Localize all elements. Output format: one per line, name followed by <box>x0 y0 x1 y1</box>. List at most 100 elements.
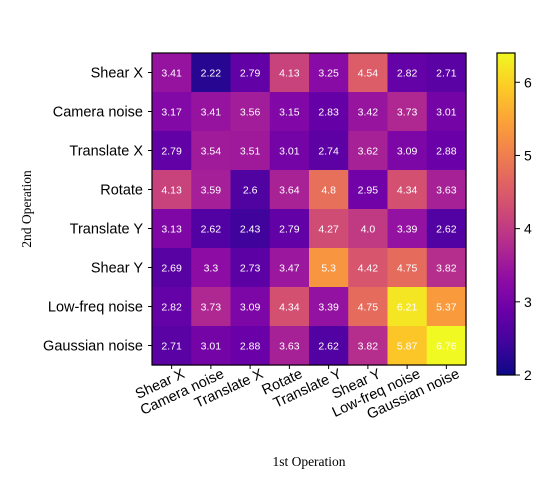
cell-value-label: 2.62 <box>318 341 339 353</box>
heatmap-cell <box>387 92 428 132</box>
heatmap-cell <box>269 170 310 210</box>
cell-value-label: 3.39 <box>318 302 339 314</box>
cell-value-label: 5.87 <box>397 341 418 353</box>
heatmap-cell <box>269 326 310 366</box>
heatmap-cell <box>191 326 232 366</box>
cell-value-label: 3.17 <box>161 107 182 119</box>
heatmap-cell <box>269 53 310 93</box>
y-tick-label: Translate Y <box>70 222 144 238</box>
cell-value-label: 4.13 <box>161 185 182 197</box>
plot-frame <box>151 52 467 366</box>
heatmap-cell <box>387 131 428 171</box>
cell-value-label: 5.37 <box>436 302 457 314</box>
y-tick-label: Camera noise <box>53 105 143 121</box>
colorbar: 2 3 4 5 6 <box>496 52 532 383</box>
cell-value-label: 3.39 <box>397 224 418 236</box>
cell-value-label: 4.75 <box>397 263 418 275</box>
cell-value-label: 3.51 <box>240 146 261 158</box>
heatmap-cell <box>230 92 271 132</box>
cell-value-label: 2.88 <box>240 341 261 353</box>
heatmap-cell <box>269 248 310 288</box>
heatmap-cell <box>387 287 428 327</box>
cell-value-label: 4.0 <box>361 224 376 236</box>
heatmap-cell <box>309 92 349 132</box>
heatmap-cell <box>348 92 389 132</box>
cell-value-label: 3.09 <box>397 146 418 158</box>
cell-value-label: 4.27 <box>318 224 339 236</box>
y-tick-label: Translate X <box>69 144 143 160</box>
cell-value-label: 3.01 <box>279 146 300 158</box>
heatmap-cell <box>387 209 428 249</box>
cell-value-label: 2.22 <box>201 68 222 80</box>
heatmap-cell <box>191 287 232 327</box>
cell-value-label: 4.34 <box>397 185 418 197</box>
heatmap-cell <box>348 326 389 366</box>
heatmap-cell <box>152 287 192 327</box>
cell-value-label: 2.79 <box>279 224 300 236</box>
y-tick-label: Gaussian noise <box>43 339 143 355</box>
heatmap-cell <box>230 170 271 210</box>
cell-value-label: 3.73 <box>201 302 222 314</box>
heatmap-cell <box>191 170 232 210</box>
heatmap-cell <box>348 209 389 249</box>
cell-value-label: 2.71 <box>436 68 457 80</box>
heatmap-cell <box>309 131 349 171</box>
cell-value-label: 2.95 <box>358 185 379 197</box>
colorbar-tick-label: 4 <box>524 221 532 237</box>
y-tick-label: Shear Y <box>91 261 143 277</box>
heatmap-cell <box>426 326 467 366</box>
cell-value-label: 3.09 <box>240 302 261 314</box>
heatmap-cell <box>230 287 271 327</box>
cell-value-label: 3.56 <box>240 107 261 119</box>
heatmap-cell <box>152 326 192 366</box>
cell-value-label: 4.13 <box>279 68 300 80</box>
cell-value-label: 2.73 <box>240 263 261 275</box>
cell-value-label: 4.34 <box>279 302 300 314</box>
heatmap-cell <box>426 170 467 210</box>
heatmap-cell <box>269 92 310 132</box>
cell-value-label: 2.69 <box>161 263 182 275</box>
cell-value-label: 5.3 <box>321 263 336 275</box>
heatmap-cell <box>309 209 349 249</box>
heatmap-cell <box>152 131 192 171</box>
y-tick-labels: Shear X Camera noise Translate X Rotate Tran… <box>43 66 152 355</box>
colorbar-tick-label: 2 <box>524 367 532 383</box>
colorbar-frame <box>496 52 516 376</box>
cell-value-label: 3.25 <box>318 68 339 80</box>
cell-value-label: 3.41 <box>161 68 182 80</box>
cell-value-label: 3.13 <box>161 224 182 236</box>
cell-value-label: 3.59 <box>201 185 222 197</box>
cell-value-label: 2.62 <box>201 224 222 236</box>
heatmap-cell <box>309 287 349 327</box>
cell-value-label: 4.75 <box>358 302 379 314</box>
y-tick-label: Low-freq noise <box>48 300 143 316</box>
heatmap-cell <box>191 209 232 249</box>
heatmap-cell <box>230 326 271 366</box>
cell-value-label: 2.82 <box>161 302 182 314</box>
colorbar-tick-label: 6 <box>524 74 532 90</box>
heatmap-cell <box>426 209 467 249</box>
cell-value-label: 3.41 <box>201 107 222 119</box>
y-tick-label: Shear X <box>91 66 144 82</box>
cell-value-label: 2.79 <box>240 68 261 80</box>
heatmap-cell <box>309 170 349 210</box>
heatmap-cell <box>348 53 389 93</box>
cell-value-label: 3.42 <box>358 107 379 119</box>
heatmap-cell <box>152 209 192 249</box>
heatmap-cell <box>309 248 349 288</box>
heatmap-cell <box>309 53 349 93</box>
cell-value-label: 2.83 <box>318 107 339 119</box>
x-axis-title: 1st Operation <box>272 454 345 469</box>
heatmap-cell <box>230 248 271 288</box>
cell-value-label: 2.62 <box>436 224 457 236</box>
cell-value-label: 4.42 <box>358 263 379 275</box>
heatmap-cell <box>387 248 428 288</box>
colorbar-tick-label: 5 <box>524 147 532 163</box>
heatmap-cell <box>191 248 232 288</box>
cell-value-label: 2.74 <box>318 146 339 158</box>
cell-value-label: 3.01 <box>201 341 222 353</box>
heatmap-cell <box>230 209 271 249</box>
heatmap-cell <box>269 209 310 249</box>
heatmap-cell <box>191 92 232 132</box>
